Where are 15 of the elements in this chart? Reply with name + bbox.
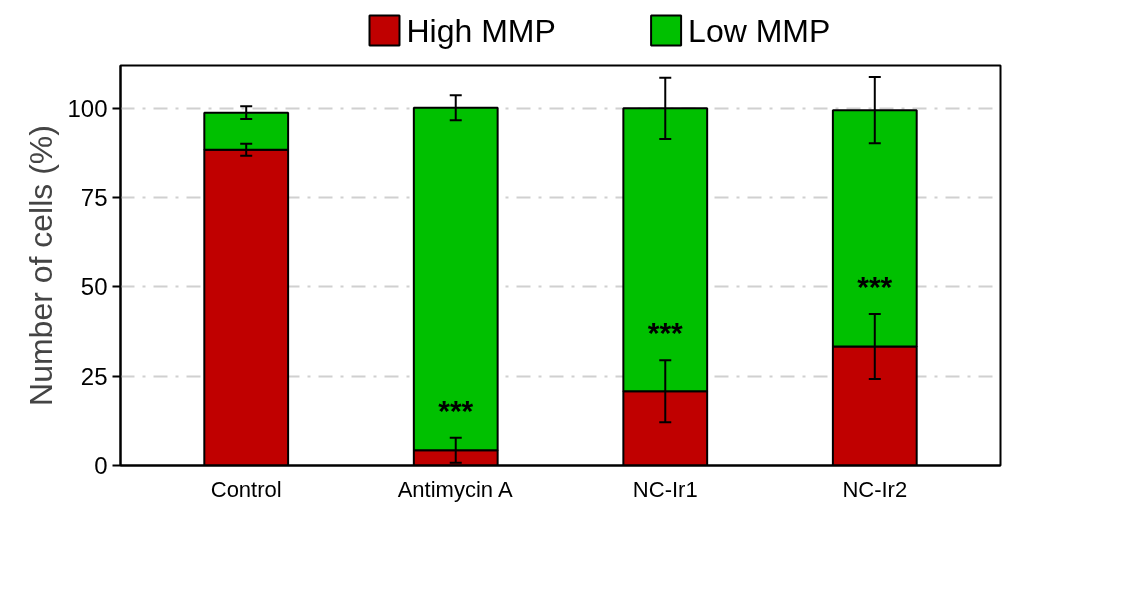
- x-tick-label: Control: [210, 476, 282, 502]
- legend-label: High MMP: [406, 12, 556, 49]
- annotation: ***: [438, 393, 474, 427]
- legend-label: Low MMP: [688, 12, 831, 49]
- annotation: ***: [647, 316, 684, 350]
- x-tick-label: NC-Ir2: [842, 476, 908, 502]
- x-tick-label: Antimycin A: [397, 476, 513, 502]
- y-tick-label: 75: [80, 184, 108, 212]
- annotation: ***: [857, 270, 893, 304]
- y-tick-label: 100: [67, 94, 108, 122]
- x-tick-label: NC-Ir1: [632, 476, 698, 502]
- y-tick-label: 0: [94, 452, 108, 479]
- y-tick-label: 25: [80, 362, 108, 390]
- y-tick-label: 50: [80, 273, 108, 301]
- y-axis-title: Number of cells (%): [23, 125, 60, 406]
